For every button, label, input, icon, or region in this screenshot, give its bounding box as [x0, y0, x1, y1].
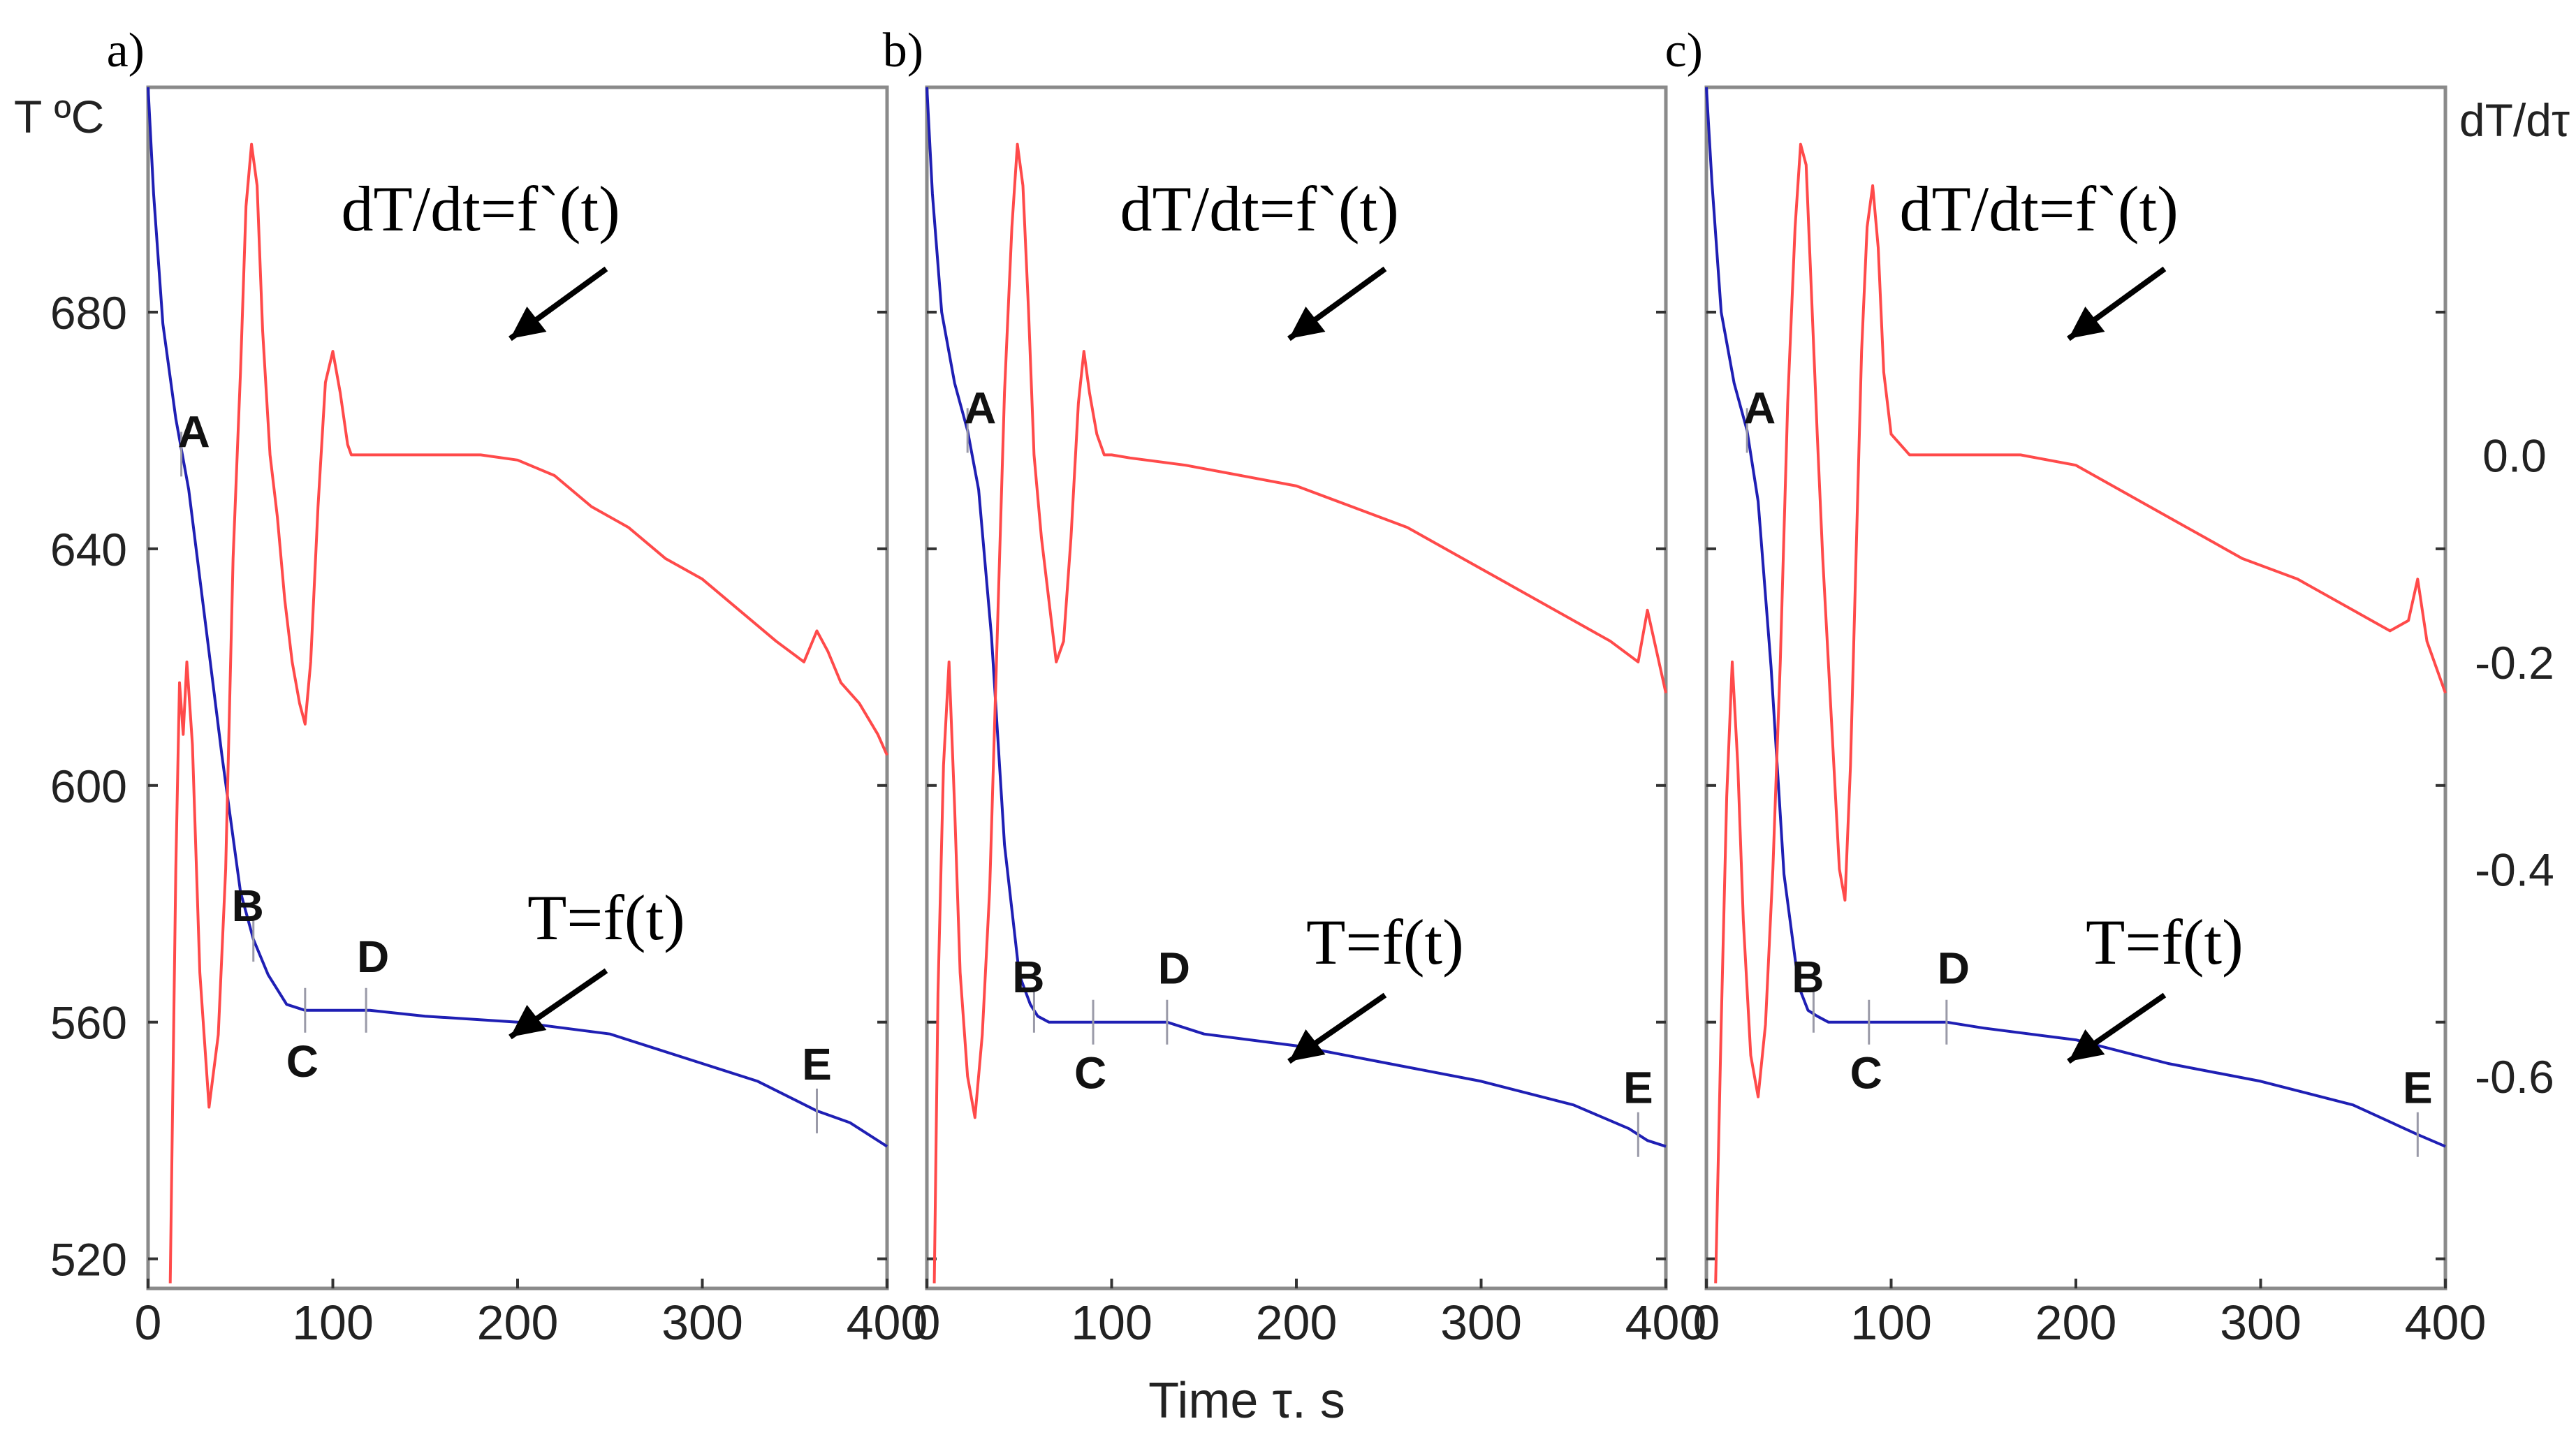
y-left-tick-label: 520 [50, 1234, 127, 1286]
x-tick-label: 300 [661, 1295, 743, 1350]
derivative-curve [168, 142, 888, 1284]
point-label-c: C [286, 1036, 319, 1087]
temperature-annotation: T=f(t) [2086, 906, 2244, 978]
derivative-curve [1714, 142, 2447, 1284]
point-label-d: D [357, 932, 389, 982]
point-label-e: E [1623, 1063, 1653, 1113]
derivative-curve [932, 142, 1667, 1284]
x-tick-label: 200 [477, 1295, 559, 1350]
panel-frame [925, 85, 1668, 1290]
derivative-annotation: dT/dt=f`(t) [1120, 173, 1398, 244]
y-left-tick-label: 560 [50, 997, 127, 1049]
x-tick-label: 100 [292, 1295, 374, 1350]
point-label-a: A [178, 406, 210, 457]
x-tick-label: 100 [1071, 1295, 1152, 1350]
point-label-d: D [1938, 943, 1970, 994]
y-left-tick-label: 600 [50, 760, 127, 812]
x-tick-label: 200 [2035, 1295, 2117, 1350]
point-label-c: C [1074, 1048, 1106, 1098]
x-tick-label: 400 [2405, 1295, 2487, 1350]
x-tick-label: 400 [1625, 1295, 1707, 1350]
panel-label: c) [1665, 24, 1703, 78]
point-label-c: C [1850, 1048, 1882, 1098]
point-label-a: A [964, 383, 996, 433]
y-right-tick-label: -0.4 [2475, 844, 2554, 895]
temperature-annotation: T=f(t) [1306, 906, 1464, 978]
point-label-e: E [2403, 1063, 2433, 1113]
temperature-arrowhead [1289, 1029, 1326, 1061]
temperature-arrowhead [510, 1005, 547, 1037]
y-left-tick-label: 680 [50, 287, 127, 339]
x-tick-label: 0 [135, 1295, 162, 1350]
y-right-tick-label: 0.0 [2482, 429, 2547, 481]
derivative-annotation: dT/dt=f`(t) [1899, 173, 2178, 244]
temperature-curve [1705, 87, 2446, 1148]
derivative-arrowhead [2068, 307, 2105, 339]
x-tick-label: 200 [1256, 1295, 1338, 1350]
derivative-arrowhead [510, 307, 547, 339]
x-tick-label: 300 [2220, 1295, 2301, 1350]
y-right-tick-label: -0.6 [2475, 1051, 2554, 1103]
right-axis-title: dT/dτ [2459, 94, 2570, 146]
y-left-tick-label: 640 [50, 524, 127, 575]
panel-frame [1704, 85, 2447, 1290]
derivative-arrowhead [1289, 307, 1326, 339]
temperature-curve [925, 87, 1667, 1148]
point-label-d: D [1158, 943, 1190, 994]
x-tick-label: 300 [1440, 1295, 1522, 1350]
x-tick-label: 0 [1693, 1295, 1720, 1350]
x-tick-label: 100 [1850, 1295, 1932, 1350]
temperature-annotation: T=f(t) [527, 882, 685, 953]
point-label-b: B [1792, 952, 1824, 1002]
derivative-annotation: dT/dt=f`(t) [341, 173, 620, 244]
x-tick-label: 0 [914, 1295, 941, 1350]
temperature-arrowhead [2068, 1029, 2105, 1061]
left-axis-title: T ºC [14, 91, 104, 142]
point-label-b: B [1012, 952, 1044, 1002]
x-axis-title: Time τ. s [1148, 1373, 1345, 1429]
point-label-b: B [232, 881, 264, 931]
panel-label: a) [107, 24, 145, 78]
x-tick-label: 400 [847, 1295, 928, 1350]
panel-label: b) [883, 24, 923, 78]
point-label-e: E [802, 1039, 832, 1089]
y-right-tick-label: -0.2 [2475, 637, 2554, 689]
point-label-a: A [1743, 383, 1776, 433]
